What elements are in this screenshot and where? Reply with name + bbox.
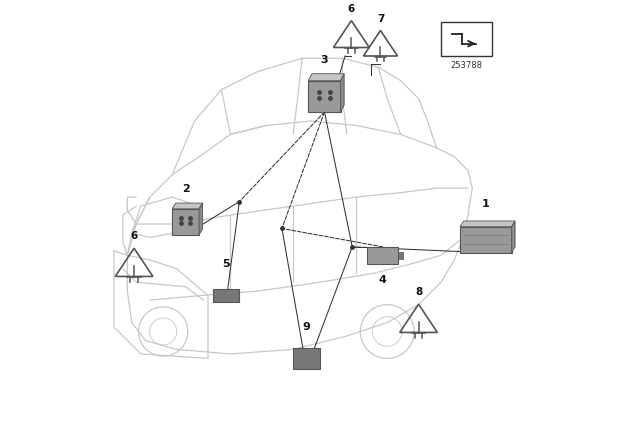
- Text: 9: 9: [303, 322, 310, 332]
- Text: 4: 4: [379, 275, 387, 285]
- FancyBboxPatch shape: [398, 252, 403, 259]
- Polygon shape: [460, 221, 515, 227]
- Polygon shape: [199, 203, 203, 235]
- FancyBboxPatch shape: [460, 227, 511, 253]
- Polygon shape: [308, 74, 344, 81]
- Polygon shape: [511, 221, 515, 253]
- FancyBboxPatch shape: [213, 289, 239, 302]
- Text: 2: 2: [182, 184, 189, 194]
- Text: 6: 6: [348, 4, 355, 14]
- Text: 253788: 253788: [451, 61, 483, 70]
- Text: 8: 8: [415, 288, 422, 297]
- Text: 3: 3: [321, 56, 328, 65]
- Text: 1: 1: [482, 199, 490, 209]
- FancyBboxPatch shape: [308, 81, 340, 112]
- FancyBboxPatch shape: [172, 209, 199, 235]
- Text: 6: 6: [131, 232, 138, 241]
- Polygon shape: [340, 74, 344, 112]
- FancyBboxPatch shape: [441, 22, 493, 56]
- FancyBboxPatch shape: [293, 348, 320, 369]
- Text: 5: 5: [222, 259, 230, 269]
- Polygon shape: [172, 203, 203, 209]
- Text: 7: 7: [377, 14, 384, 24]
- FancyBboxPatch shape: [367, 247, 398, 264]
